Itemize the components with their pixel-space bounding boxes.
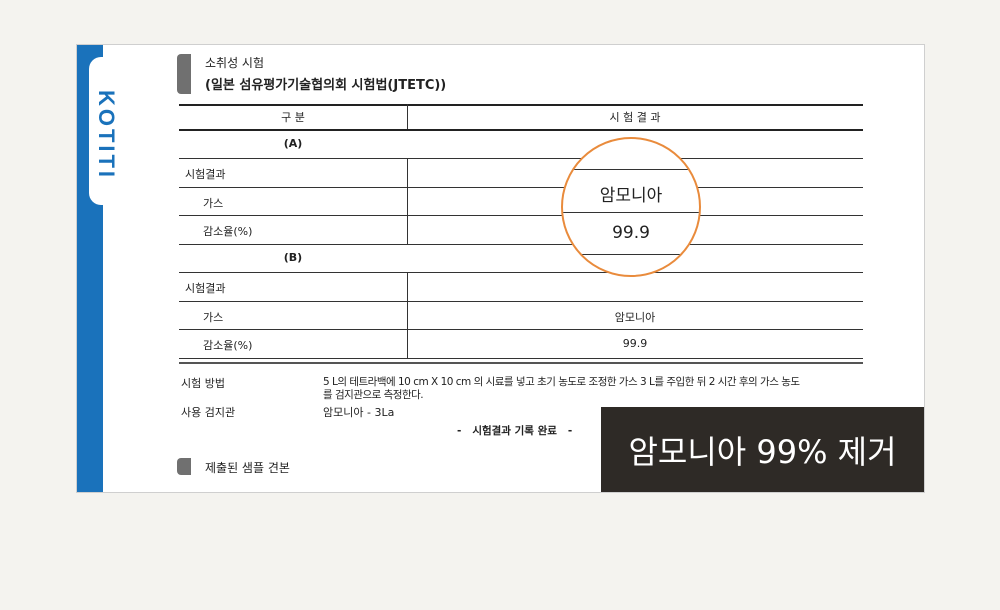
row-label: 가스	[203, 311, 224, 324]
row-divider	[179, 329, 863, 330]
group-label: (A)	[283, 137, 303, 150]
row-label: 시험결과	[185, 168, 226, 181]
row-divider	[179, 244, 863, 245]
row-value: 암모니아	[614, 311, 656, 324]
row-label: 시험결과	[185, 282, 226, 295]
tube-label: 사용 검지관	[181, 406, 236, 419]
method-label: 시험 방법	[181, 377, 225, 390]
header-category: 구 분	[281, 111, 305, 124]
table-top-border	[179, 104, 863, 106]
row-label: 감소율(%)	[203, 225, 253, 238]
column-divider	[407, 272, 408, 301]
results-table: 구 분시 험 결 과(A)시험결과가스암모니아감소율(%)99.9(B)시험결과…	[179, 104, 863, 364]
section-subtitle: (일본 섬유평가기술협의회 시험법(JTETC))	[205, 78, 447, 93]
result-badge: 암모니아 99% 제거	[601, 407, 924, 492]
row-label: 가스	[203, 197, 224, 210]
section-title: 제출된 샘플 견본	[205, 461, 290, 475]
section-marker	[177, 54, 191, 94]
header-result: 시 험 결 과	[609, 111, 661, 124]
column-divider	[407, 158, 408, 187]
logo-tab	[89, 57, 123, 205]
record-complete: - 시험결과 기록 완료 -	[457, 425, 573, 437]
row-divider	[179, 187, 863, 188]
tube-value: 암모니아 - 3La	[323, 406, 395, 419]
magnified-gas: 암모니아	[599, 186, 663, 206]
header-bottom-border	[179, 129, 863, 131]
kotiti-logo: KOTITI	[94, 89, 120, 181]
column-divider	[407, 187, 408, 215]
magnifier: 암모니아 99.9	[561, 137, 701, 277]
column-divider	[407, 215, 408, 244]
magnified-value: 99.9	[612, 223, 650, 243]
method-text: 5 L의 테트라백에 10 cm X 10 cm 의 시료를 넣고 초기 농도로…	[323, 376, 800, 388]
section-marker	[177, 458, 191, 475]
column-divider	[407, 329, 408, 358]
row-value: 99.9	[622, 337, 648, 350]
row-label: 감소율(%)	[203, 339, 253, 352]
row-divider	[179, 158, 863, 159]
section-title: 소취성 시험	[205, 56, 265, 70]
column-divider	[407, 104, 408, 129]
column-divider	[407, 301, 408, 329]
row-divider	[179, 358, 863, 359]
table-bottom-divider	[179, 362, 863, 364]
method-text-cont: 를 검지관으로 측정한다.	[323, 389, 424, 401]
group-label: (B)	[283, 251, 303, 264]
row-divider	[179, 215, 863, 216]
row-divider	[179, 301, 863, 302]
row-divider	[179, 272, 863, 273]
report-card: KOTITI 소취성 시험 (일본 섬유평가기술협의회 시험법(JTETC)) …	[76, 44, 925, 493]
